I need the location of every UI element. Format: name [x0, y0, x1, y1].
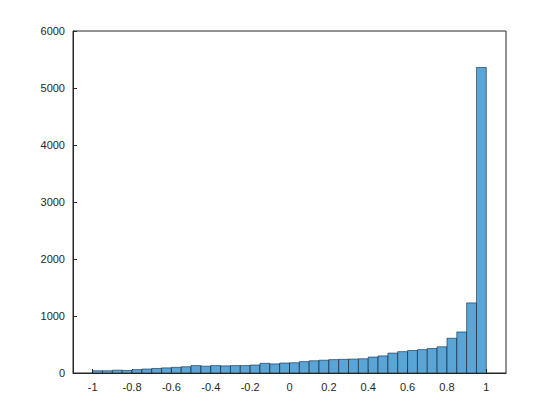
- svg-text:-0.6: -0.6: [162, 381, 181, 393]
- svg-text:0.2: 0.2: [321, 381, 336, 393]
- svg-text:3000: 3000: [41, 196, 65, 208]
- svg-text:-0.2: -0.2: [241, 381, 260, 393]
- svg-text:0: 0: [59, 367, 65, 379]
- svg-text:1: 1: [483, 381, 489, 393]
- svg-text:0.6: 0.6: [400, 381, 415, 393]
- svg-text:5000: 5000: [41, 82, 65, 94]
- svg-text:2000: 2000: [41, 253, 65, 265]
- svg-text:0: 0: [286, 381, 292, 393]
- svg-text:6000: 6000: [41, 25, 65, 37]
- svg-text:-0.4: -0.4: [201, 381, 220, 393]
- svg-text:0.4: 0.4: [361, 381, 376, 393]
- svg-text:4000: 4000: [41, 139, 65, 151]
- svg-text:-0.8: -0.8: [123, 381, 142, 393]
- svg-text:-1: -1: [88, 381, 98, 393]
- svg-text:1000: 1000: [41, 310, 65, 322]
- svg-text:0.8: 0.8: [439, 381, 454, 393]
